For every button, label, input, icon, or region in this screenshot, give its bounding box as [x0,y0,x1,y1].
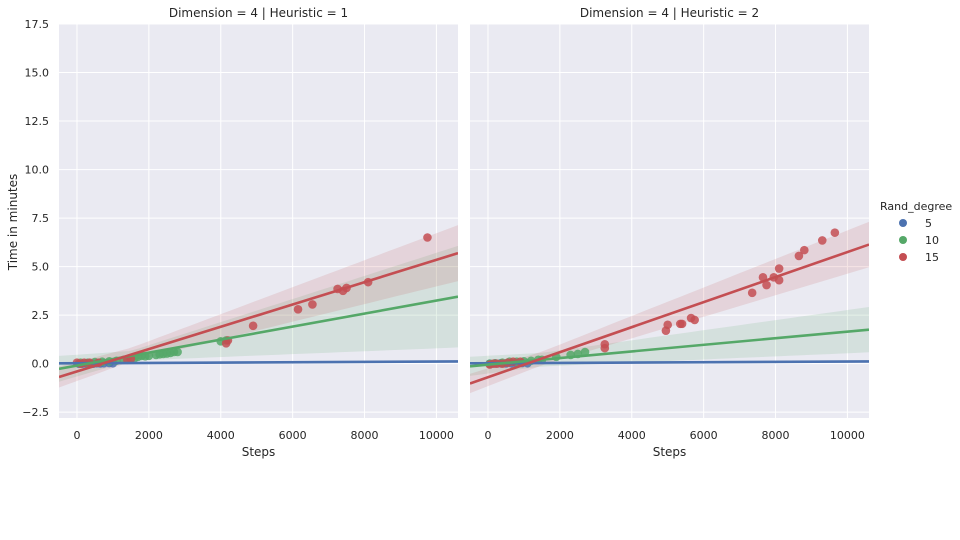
data-point-15 [794,251,804,261]
legend-marker-15 [899,253,907,261]
data-point-15 [423,233,432,242]
legend-title: Rand_degree [880,200,952,213]
regression-line-15 [470,243,869,385]
legend: Rand_degree 5 10 15 [880,200,952,264]
data-point-10 [580,347,590,357]
x-tick-label: 4000 [618,429,646,442]
data-point-15 [248,321,258,331]
x-tick-label: 8000 [762,429,790,442]
x-tick-label: 0 [484,429,491,442]
panel-title: Dimension = 4 | Heuristic = 2 [580,6,759,20]
facet-panel-2: 0 2000 4000 6000 8000 10000 Dimension = 4 | He… [470,6,869,459]
legend-marker-5 [899,219,907,227]
x-tick-label: 6000 [279,429,307,442]
data-point-15 [830,228,840,237]
legend-label-15: 15 [925,251,939,264]
panel-background [59,24,458,418]
x-tick-label: 8000 [351,429,379,442]
facet-panel-1: 0 2000 4000 6000 8000 10000 −2.5 0.0 2.5 5.0 7.5 10… [22,6,458,459]
data-point-15 [308,300,317,309]
legend-label-5: 5 [925,217,932,230]
data-point-15 [600,339,610,349]
x-axis-label: Steps [653,445,687,459]
data-point-15 [690,315,699,325]
data-point-15 [677,319,687,329]
x-tick-label: 2000 [546,429,574,442]
legend-label-10: 10 [925,234,939,247]
y-tick-label: 15.0 [25,67,50,80]
x-tick-label: 10000 [419,429,454,442]
plot-area [59,225,458,388]
x-tick-label: 0 [73,429,80,442]
y-tick-label: 10.0 [25,164,50,177]
panel-background [470,24,869,418]
regression-line-5 [470,360,869,365]
y-tick-label: 12.5 [25,115,50,128]
x-tick-label: 2000 [135,429,163,442]
y-tick-label: 0.0 [32,358,50,371]
regression-line-5 [59,360,458,365]
data-point-15 [747,288,757,298]
y-axis-label: Time in minutes [6,174,20,272]
y-tick-label: 17.5 [25,18,50,31]
y-tick-label: 5.0 [32,261,50,274]
data-point-10 [173,347,182,357]
panel-title: Dimension = 4 | Heuristic = 1 [169,6,348,20]
data-point-15 [663,320,673,330]
y-tick-label: 2.5 [32,309,50,322]
x-tick-label: 10000 [830,429,865,442]
data-point-15 [774,275,784,285]
regression-line-15 [59,251,458,379]
x-tick-label: 6000 [690,429,718,442]
plot-area [470,221,869,394]
data-point-15 [762,280,771,290]
ci-band-15 [470,221,869,394]
x-axis-label: Steps [242,445,276,459]
y-tick-label: −2.5 [22,406,49,419]
y-tick-label: 7.5 [32,212,50,225]
data-point-15 [293,305,303,314]
legend-marker-10 [899,236,907,244]
data-point-15 [774,264,784,273]
data-point-15 [817,236,827,245]
y-axis-label-group: Time in minutes [6,174,20,272]
data-point-15 [799,245,809,255]
x-tick-label: 4000 [207,429,235,442]
